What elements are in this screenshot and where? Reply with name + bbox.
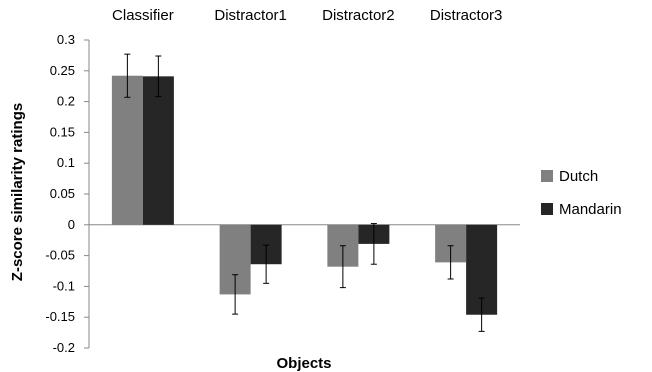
y-tick-label: -0.05 bbox=[45, 248, 75, 263]
category-label: Distractor2 bbox=[322, 7, 395, 24]
y-tick-label: 0.15 bbox=[50, 124, 75, 139]
legend: Dutch Mandarin bbox=[541, 168, 622, 218]
legend-label-mandarin: Mandarin bbox=[559, 201, 622, 218]
legend-label-dutch: Dutch bbox=[559, 168, 598, 185]
error-bars bbox=[124, 53, 485, 332]
category-label: Classifier bbox=[112, 7, 174, 24]
y-tick-label: 0 bbox=[68, 217, 75, 232]
y-tick-label: 0.3 bbox=[57, 32, 75, 47]
y-tick-label: -0.2 bbox=[53, 340, 75, 355]
bar-dutch-classifier bbox=[111, 75, 143, 225]
legend-swatch-mandarin bbox=[541, 203, 553, 215]
y-axis-title: Z-score similarity ratings bbox=[9, 103, 26, 281]
y-tick-label: -0.1 bbox=[53, 278, 75, 293]
category-labels: Classifier Distractor1 Distractor2 Distract… bbox=[112, 7, 502, 24]
y-tick-label: 0.25 bbox=[50, 63, 75, 78]
legend-swatch-dutch bbox=[541, 170, 553, 182]
category-label: Distractor3 bbox=[430, 7, 503, 24]
y-tick-label: -0.15 bbox=[45, 309, 75, 324]
y-axis-ticks: 0.3 0.25 0.2 0.15 0.1 0.05 0 -0.05 -0.1 -0.15 -0.2 bbox=[45, 32, 89, 355]
bars bbox=[111, 75, 498, 315]
y-tick-label: 0.1 bbox=[57, 155, 75, 170]
category-label: Distractor1 bbox=[214, 7, 287, 24]
y-tick-label: 0.2 bbox=[57, 94, 75, 109]
y-tick-label: 0.05 bbox=[50, 186, 75, 201]
x-axis-title: Objects bbox=[276, 355, 331, 372]
bar-mandarin-classifier bbox=[142, 76, 174, 225]
